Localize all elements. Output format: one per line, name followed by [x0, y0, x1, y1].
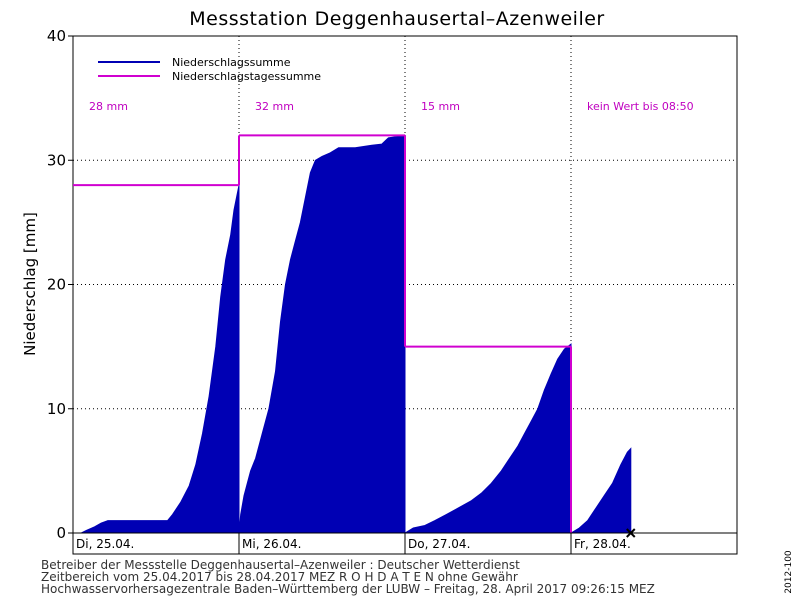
legend: NiederschlagssummeNiederschlagstagessumm…: [98, 56, 321, 83]
footer-source: Hochwasservorhersagezentrale Baden–Württ…: [41, 582, 655, 596]
daily-sum-label-1: 28 mm: [89, 100, 128, 113]
daily-sum-label-4: kein Wert bis 08:50: [587, 100, 694, 113]
chart-title: Messstation Deggenhausertal–Azenweiler: [189, 8, 604, 30]
cumulative-area-day-1: [73, 185, 240, 534]
y-tick-label: 40: [47, 27, 66, 45]
day-label-1: Di, 25.04.: [76, 537, 134, 551]
y-tick-label: 10: [47, 400, 66, 418]
day-label-2: Mi, 26.04.: [242, 537, 301, 551]
legend-label-cumulative: Niederschlagssumme: [172, 56, 291, 69]
chart-code: 2012-100: [784, 550, 794, 594]
plot-area: 0 10 20 30 40 28 mm 32 mm 15 mm kein Wert bis 08…: [47, 27, 738, 555]
day-label-3: Do, 27.04.: [408, 537, 470, 551]
y-tick-label: 30: [47, 151, 66, 169]
cumulative-area-day-3: [403, 343, 572, 534]
y-axis-label: Niederschlag [mm]: [21, 212, 39, 356]
y-tick-label: 20: [47, 276, 66, 294]
legend-label-daily: Niederschlagstagessumme: [172, 70, 321, 83]
daily-sum-label-3: 15 mm: [421, 100, 460, 113]
footer-timerange: Zeitbereich vom 25.04.2017 bis 28.04.201…: [41, 570, 518, 584]
current-time-marker: [626, 528, 636, 538]
cumulative-area-day-2: [238, 134, 406, 534]
daily-sum-label-2: 32 mm: [255, 100, 294, 113]
y-tick-label: 0: [56, 524, 66, 542]
day-label-4: Fr, 28.04.: [574, 537, 631, 551]
cumulative-area-day-4: [569, 447, 632, 534]
footer-operator: Betreiber der Messstelle Deggenhausertal…: [41, 558, 520, 572]
